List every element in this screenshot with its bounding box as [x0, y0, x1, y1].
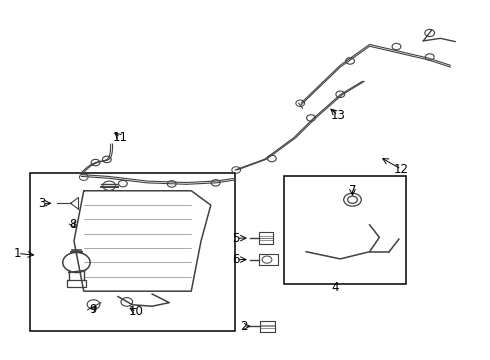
Text: 6: 6 [232, 253, 240, 266]
Text: 4: 4 [332, 281, 339, 294]
Text: 3: 3 [39, 197, 46, 210]
Text: 8: 8 [69, 218, 77, 231]
Bar [30, 173, 235, 330]
Text: 5: 5 [233, 231, 240, 244]
Text: 9: 9 [89, 303, 97, 316]
Bar [284, 176, 406, 284]
Text: 7: 7 [349, 184, 356, 197]
Text: 11: 11 [113, 131, 128, 144]
Text: 12: 12 [394, 163, 409, 176]
Text: 1: 1 [14, 247, 22, 260]
Text: 10: 10 [129, 306, 144, 319]
Text: 2: 2 [240, 320, 248, 333]
Text: 13: 13 [330, 109, 345, 122]
